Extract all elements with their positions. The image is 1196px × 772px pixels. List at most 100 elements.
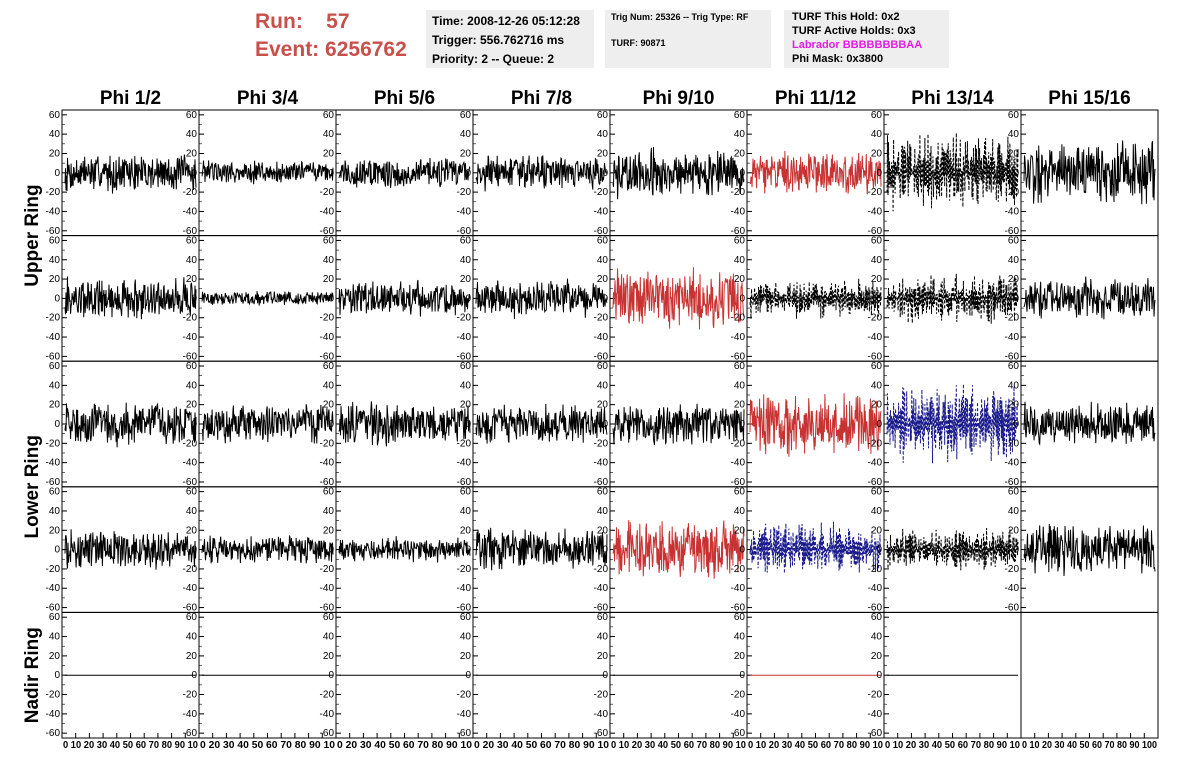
y-tick-label: 40 <box>734 129 746 140</box>
y-tick-label: -60 <box>320 226 335 237</box>
y-tick-label: -40 <box>457 709 472 720</box>
y-tick-label: 40 <box>323 632 335 643</box>
y-tick-label: 0 <box>739 419 745 430</box>
y-tick-label: 40 <box>460 380 472 391</box>
y-tick-label: 40 <box>460 129 472 140</box>
row-label: Upper Ring <box>22 184 43 286</box>
y-tick-label: 40 <box>323 255 335 266</box>
y-tick-label: -60 <box>731 226 746 237</box>
y-tick-label: -60 <box>320 351 335 362</box>
waveform-trace <box>749 278 882 319</box>
y-tick-label: 0 <box>465 168 471 179</box>
y-tick-label: -20 <box>731 690 746 701</box>
y-tick-label: -20 <box>46 438 61 449</box>
waveform-trace <box>1023 523 1156 577</box>
waveform-trace <box>64 276 197 320</box>
x-tick-label: 0 20 30 40 50 60 70 80 90 10 <box>200 740 335 751</box>
y-tick-label: 60 <box>186 487 198 498</box>
y-tick-label: -60 <box>594 477 609 488</box>
y-tick-label: -40 <box>320 206 335 217</box>
y-tick-label: -60 <box>1005 351 1020 362</box>
x-tick-label: 0 10 20 30 40 50 60 70 80 90 10 <box>63 740 198 751</box>
y-tick-label: -40 <box>183 583 198 594</box>
y-tick-label: 60 <box>734 487 746 498</box>
y-tick-label: -60 <box>594 226 609 237</box>
y-tick-label: -60 <box>46 226 61 237</box>
y-tick-label: -20 <box>457 438 472 449</box>
y-tick-label: -60 <box>457 226 472 237</box>
y-tick-label: 20 <box>597 274 609 285</box>
y-tick-label: -60 <box>868 351 883 362</box>
waveform-trace <box>1023 140 1156 205</box>
y-tick-label: -20 <box>46 187 61 198</box>
waveform-trace <box>612 403 745 446</box>
y-tick-label: -60 <box>1005 226 1020 237</box>
y-tick-label: -60 <box>46 603 61 614</box>
y-tick-label: 0 <box>876 670 882 681</box>
y-tick-label: 0 <box>876 293 882 304</box>
y-tick-label: 60 <box>871 487 883 498</box>
y-tick-label: -20 <box>731 564 746 575</box>
y-tick-label: 0 <box>602 419 608 430</box>
y-tick-label: 60 <box>597 235 609 246</box>
y-tick-label: -20 <box>457 564 472 575</box>
y-tick-label: -60 <box>457 477 472 488</box>
panel-frame <box>1020 611 1159 739</box>
y-tick-label: 20 <box>460 525 472 536</box>
y-tick-label: -60 <box>731 603 746 614</box>
y-tick-label: -20 <box>868 564 883 575</box>
y-tick-label: 0 <box>739 168 745 179</box>
y-tick-label: 60 <box>49 612 61 623</box>
y-tick-label: 60 <box>597 110 609 121</box>
y-tick-label: -40 <box>594 206 609 217</box>
y-tick-label: 0 <box>328 545 334 556</box>
y-tick-label: 40 <box>597 380 609 391</box>
y-tick-label: 40 <box>460 255 472 266</box>
y-tick-label: -60 <box>457 603 472 614</box>
waveform-trace <box>1023 401 1156 446</box>
y-tick-label: -40 <box>46 583 61 594</box>
y-tick-label: -40 <box>457 583 472 594</box>
y-tick-label: 60 <box>186 361 198 372</box>
y-tick-label: 60 <box>871 235 883 246</box>
y-tick-label: -60 <box>183 477 198 488</box>
y-tick-label: 60 <box>186 235 198 246</box>
y-tick-label: -60 <box>868 477 883 488</box>
y-tick-label: -40 <box>183 206 198 217</box>
y-tick-label: -40 <box>320 709 335 720</box>
y-tick-label: -60 <box>594 603 609 614</box>
y-tick-label: 20 <box>597 400 609 411</box>
y-tick-label: 40 <box>323 506 335 517</box>
y-tick-label: 20 <box>49 148 61 159</box>
waveform-trace <box>612 267 745 330</box>
y-tick-label: -40 <box>868 709 883 720</box>
x-tick-label: 0 10 20 30 40 50 60 70 80 90 10 <box>748 740 883 751</box>
y-tick-label: -40 <box>320 458 335 469</box>
y-tick-label: -40 <box>183 332 198 343</box>
y-tick-label: 60 <box>1008 361 1020 372</box>
y-tick-label: 40 <box>871 129 883 140</box>
y-tick-label: 20 <box>323 274 335 285</box>
y-tick-label: 40 <box>49 632 61 643</box>
active-holds-text: TURF Active Holds: 0x3 <box>792 25 916 37</box>
y-tick-label: -40 <box>731 206 746 217</box>
waveform-trace <box>475 278 608 319</box>
y-tick-label: -60 <box>320 728 335 739</box>
y-tick-label: 0 <box>328 670 334 681</box>
waveform-trace <box>64 402 197 448</box>
phi-mask-text: Phi Mask: 0x3800 <box>792 53 884 65</box>
waveform-trace <box>612 147 745 200</box>
y-tick-label: 60 <box>323 361 335 372</box>
waveform-trace <box>201 535 334 564</box>
y-tick-label: 0 <box>191 545 197 556</box>
priority-text: Priority: 2 -- Queue: 2 <box>432 52 555 66</box>
y-tick-label: -60 <box>183 226 198 237</box>
y-tick-label: 60 <box>460 487 472 498</box>
y-tick-label: -20 <box>320 313 335 324</box>
row-label: Lower Ring <box>22 435 43 538</box>
y-tick-label: 20 <box>460 651 472 662</box>
y-tick-label: 40 <box>323 129 335 140</box>
y-tick-label: 20 <box>734 651 746 662</box>
y-tick-label: 0 <box>876 168 882 179</box>
y-tick-label: -20 <box>594 313 609 324</box>
